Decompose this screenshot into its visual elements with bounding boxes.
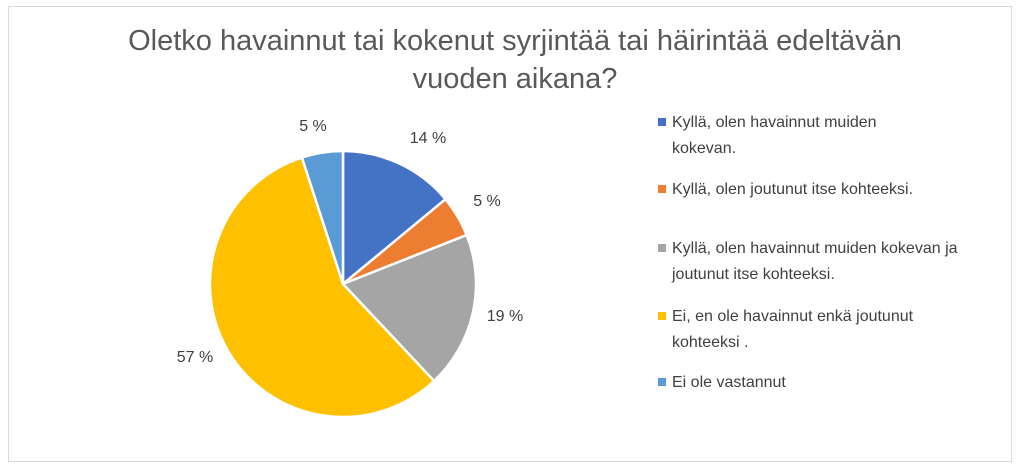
pie-slice-1 [341, 149, 447, 286]
pie-slice-4 [208, 156, 436, 419]
data-label-4: 57 % [177, 349, 213, 366]
legend-swatch-4 [658, 312, 666, 320]
legend-swatch-1 [658, 118, 666, 126]
pie-slice-5 [300, 149, 345, 286]
data-label-1: 14 % [410, 130, 446, 147]
legend-label-4: Ei, en ole havainnut enkä joutunut kohte… [672, 308, 914, 351]
data-label-3: 19 % [487, 308, 523, 325]
pie-slices [208, 149, 478, 419]
legend-label-5: Ei ole vastannut [672, 374, 786, 391]
pie-data-labels: 14 % 5 % 19 % 57 % 5 % [177, 118, 523, 366]
data-label-2: 5 % [473, 193, 501, 210]
data-label-5: 5 % [299, 118, 327, 135]
chart-frame [8, 6, 1012, 462]
legend-swatch-2 [658, 185, 666, 193]
legend-label-2: Kyllä, olen joutunut itse kohteeksi. [672, 181, 914, 198]
chart-title: Oletko havainnut tai kokenut syrjintää t… [128, 25, 902, 95]
legend-swatch-3 [658, 244, 666, 252]
legend-label-3: Kyllä, olen havainnut muiden kokevan ja … [672, 240, 958, 283]
legend-swatch-5 [658, 378, 666, 386]
pie-slice-3 [341, 233, 478, 383]
legend-label-1: Kyllä, olen havainnut muiden kokevan. [672, 114, 877, 157]
